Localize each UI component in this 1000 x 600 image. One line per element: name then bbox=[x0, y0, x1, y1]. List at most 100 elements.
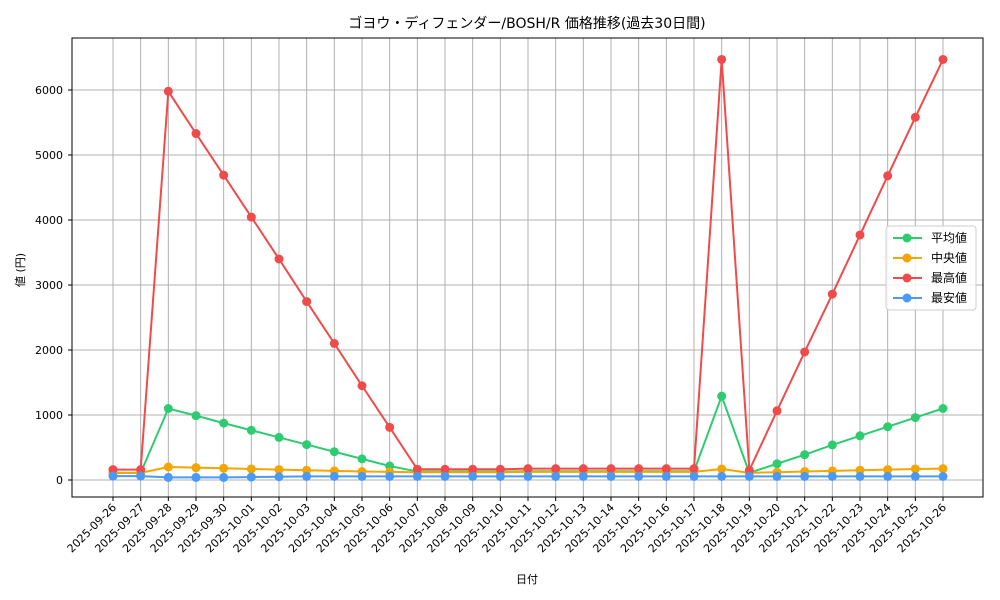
data-point bbox=[827, 471, 837, 481]
data-point bbox=[302, 297, 312, 307]
data-point bbox=[661, 464, 671, 474]
data-point bbox=[938, 464, 948, 474]
data-point bbox=[551, 464, 561, 474]
data-point bbox=[938, 54, 948, 64]
data-point bbox=[108, 465, 118, 475]
y-tick-label: 5000 bbox=[35, 149, 63, 162]
data-point bbox=[191, 463, 201, 473]
data-point bbox=[883, 471, 893, 481]
y-tick-label: 4000 bbox=[35, 214, 63, 227]
data-series bbox=[108, 54, 948, 482]
data-point bbox=[246, 472, 256, 482]
data-point bbox=[578, 471, 588, 481]
data-point bbox=[274, 472, 284, 482]
data-point bbox=[717, 471, 727, 481]
data-point bbox=[440, 471, 450, 481]
data-point bbox=[495, 464, 505, 474]
legend-marker-icon bbox=[902, 273, 912, 283]
data-point bbox=[634, 471, 644, 481]
legend-label: 中央値 bbox=[931, 250, 967, 265]
data-point bbox=[357, 471, 367, 481]
y-tick-label: 0 bbox=[56, 474, 63, 487]
data-point bbox=[191, 411, 201, 421]
data-point bbox=[357, 381, 367, 391]
data-point bbox=[412, 464, 422, 474]
data-point bbox=[772, 406, 782, 416]
chart-title: ゴヨウ・ディフェンダー/BOSH/R 価格推移(過去30日間) bbox=[348, 15, 705, 32]
data-point bbox=[717, 464, 727, 474]
data-point bbox=[855, 230, 865, 240]
data-point bbox=[468, 464, 478, 474]
data-point bbox=[136, 471, 146, 481]
data-point bbox=[744, 471, 754, 481]
data-point bbox=[827, 289, 837, 299]
y-axis-label: 値 (円) bbox=[14, 253, 27, 287]
data-point bbox=[302, 440, 312, 450]
legend-box bbox=[885, 225, 977, 311]
data-point bbox=[385, 471, 395, 481]
data-point bbox=[578, 464, 588, 474]
x-axis-label: 日付 bbox=[516, 573, 538, 586]
data-point bbox=[274, 465, 284, 475]
data-point bbox=[800, 347, 810, 357]
data-point bbox=[219, 170, 229, 180]
data-point bbox=[385, 422, 395, 432]
x-axis: 2025-09-262025-09-272025-09-282025-09-29… bbox=[65, 497, 949, 555]
legend-marker-icon bbox=[902, 293, 912, 303]
grid-lines bbox=[72, 38, 983, 497]
data-point bbox=[219, 472, 229, 482]
data-point bbox=[136, 465, 146, 475]
data-point bbox=[440, 464, 450, 474]
data-point bbox=[634, 464, 644, 474]
data-point bbox=[191, 129, 201, 139]
data-point bbox=[744, 465, 754, 475]
y-tick-label: 2000 bbox=[35, 344, 63, 357]
legend-label: 最安値 bbox=[931, 290, 967, 305]
y-tick-label: 1000 bbox=[35, 409, 63, 422]
data-point bbox=[551, 471, 561, 481]
data-point bbox=[827, 440, 837, 450]
data-point bbox=[855, 431, 865, 441]
series-2 bbox=[108, 54, 948, 475]
legend-label: 最高値 bbox=[931, 270, 967, 285]
data-point bbox=[910, 464, 920, 474]
data-point bbox=[219, 463, 229, 473]
data-point bbox=[883, 171, 893, 181]
data-point bbox=[302, 471, 312, 481]
data-point bbox=[855, 471, 865, 481]
data-point bbox=[246, 425, 256, 435]
data-point bbox=[661, 471, 671, 481]
data-point bbox=[855, 465, 865, 475]
data-point bbox=[938, 471, 948, 481]
data-point bbox=[883, 422, 893, 432]
data-point bbox=[717, 54, 727, 64]
data-point bbox=[329, 339, 339, 348]
data-point bbox=[800, 471, 810, 481]
data-point bbox=[606, 471, 616, 481]
data-point bbox=[717, 391, 727, 401]
data-point bbox=[910, 112, 920, 122]
data-point bbox=[302, 465, 312, 475]
data-point bbox=[163, 462, 173, 472]
data-point bbox=[689, 471, 699, 481]
data-point bbox=[910, 471, 920, 481]
data-point bbox=[246, 212, 256, 222]
data-point bbox=[329, 447, 339, 457]
data-point bbox=[495, 471, 505, 481]
data-point bbox=[357, 454, 367, 464]
data-point bbox=[329, 471, 339, 481]
data-point bbox=[108, 471, 118, 481]
data-point bbox=[910, 413, 920, 423]
data-point bbox=[468, 471, 478, 481]
data-point bbox=[163, 472, 173, 482]
data-point bbox=[274, 432, 284, 442]
legend-marker-icon bbox=[902, 253, 912, 263]
data-point bbox=[606, 464, 616, 474]
data-point bbox=[163, 86, 173, 96]
data-point bbox=[219, 418, 229, 428]
y-axis: 0 1000 2000 3000 4000 5000 6000 bbox=[35, 84, 72, 487]
data-point bbox=[412, 471, 422, 481]
data-point bbox=[191, 472, 201, 482]
